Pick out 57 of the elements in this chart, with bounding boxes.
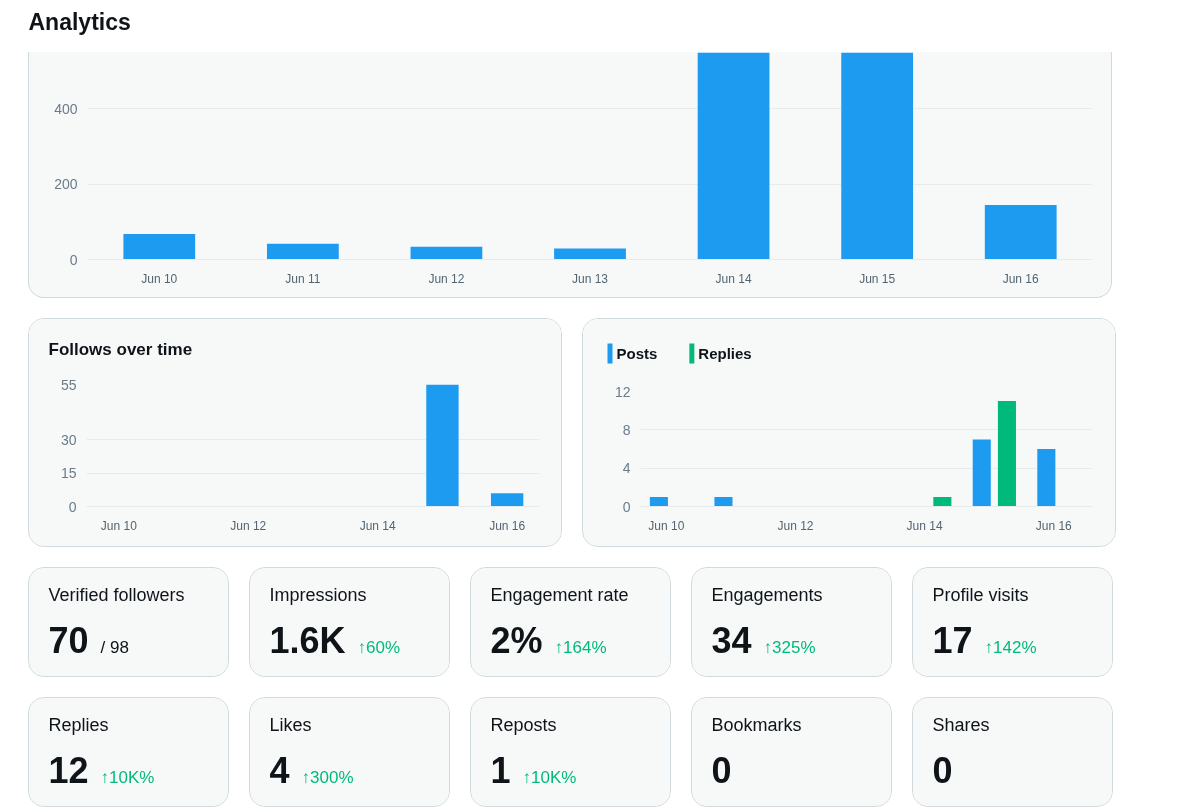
text: Engagement rate <box>490 584 629 605</box>
x-tick-label: Jun 16 <box>1035 518 1073 533</box>
x-tick-label: Jun 10 <box>141 271 178 286</box>
text: ↑10K% <box>522 767 577 787</box>
legend-label: Replies <box>698 345 752 362</box>
x-tick-label: Jun 12 <box>230 518 267 533</box>
text: ↑60% <box>357 637 401 657</box>
text: Engagements <box>711 584 823 605</box>
y-tick-label: 12 <box>614 383 631 400</box>
y-tick-label: 200 <box>54 176 78 193</box>
text: ↑142% <box>984 637 1037 657</box>
x-tick-label: Jun 12 <box>777 518 814 533</box>
y-tick-label: 0 <box>68 498 77 515</box>
y-tick-label: 0 <box>69 251 78 268</box>
x-tick-label: Jun 11 <box>285 271 321 286</box>
x-tick-label: Jun 16 <box>489 518 526 533</box>
text: ↑10K% <box>100 767 155 787</box>
text: 4 <box>269 750 290 791</box>
text: Likes <box>269 714 312 735</box>
chart-title: Follows over time <box>48 340 193 359</box>
x-tick-label: Jun 13 <box>571 271 609 286</box>
text: ↑325% <box>763 637 816 657</box>
text: Impressions <box>269 584 367 605</box>
text: ↑300% <box>301 767 354 787</box>
x-tick-label: Jun 10 <box>648 518 685 533</box>
text: Profile visits <box>932 584 1029 605</box>
y-tick-label: 400 <box>54 100 78 117</box>
y-tick-label: 8 <box>622 421 631 438</box>
text: ↑164% <box>554 637 607 657</box>
text: 2% <box>490 619 543 661</box>
text: Reposts <box>490 714 557 735</box>
y-tick-label: 55 <box>60 376 77 393</box>
x-tick-label: Jun 15 <box>859 271 896 286</box>
x-tick-label: Jun 12 <box>428 271 465 286</box>
y-tick-label: 30 <box>60 431 77 448</box>
text: 17 <box>932 620 973 661</box>
x-tick-label: Jun 14 <box>906 518 943 533</box>
text: / 98 <box>100 637 129 657</box>
text: 70 <box>48 620 89 661</box>
x-tick-label: Jun 14 <box>715 271 752 286</box>
chart-title: Analytics <box>28 9 131 35</box>
y-tick-label: 0 <box>622 498 631 515</box>
legend-label: Posts <box>616 345 658 362</box>
text: 0 <box>932 750 953 791</box>
y-tick-label: 4 <box>622 460 631 477</box>
y-tick-label: 15 <box>60 465 77 482</box>
text: 0 <box>711 750 732 791</box>
text: Replies <box>48 714 109 735</box>
text: Shares <box>932 714 990 735</box>
text: Verified followers <box>48 584 185 605</box>
text: Bookmarks <box>711 714 802 735</box>
text: 1 <box>490 750 511 791</box>
x-tick-label: Jun 10 <box>100 518 138 533</box>
x-tick-label: Jun 16 <box>1002 271 1040 286</box>
x-tick-label: Jun 14 <box>359 518 397 533</box>
text: 1.6K <box>269 619 346 661</box>
text: 34 <box>711 620 752 661</box>
